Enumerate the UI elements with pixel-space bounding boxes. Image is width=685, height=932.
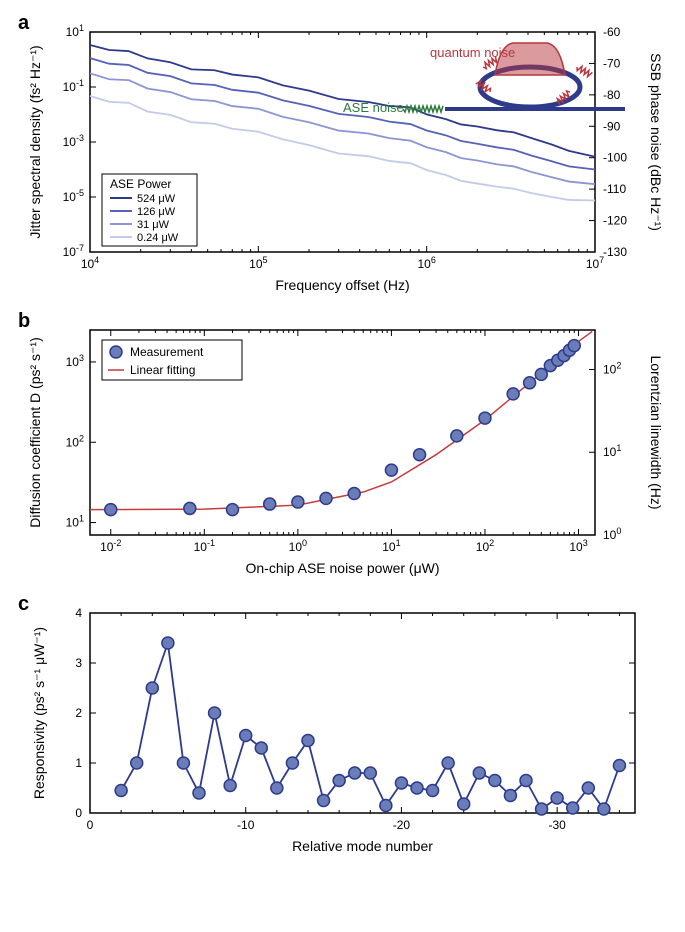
svg-text:-90: -90	[603, 119, 621, 133]
svg-text:102: 102	[476, 538, 494, 554]
svg-text:Linear fitting: Linear fitting	[130, 363, 195, 377]
svg-text:105: 105	[249, 255, 267, 271]
svg-text:-20: -20	[393, 818, 411, 832]
svg-text:-110: -110	[603, 182, 626, 196]
svg-text:10-2: 10-2	[100, 538, 121, 554]
svg-text:101: 101	[66, 23, 84, 39]
svg-text:Diffusion coefficient D (ps² s: Diffusion coefficient D (ps² s⁻¹)	[27, 337, 43, 528]
svg-text:10-5: 10-5	[63, 188, 84, 204]
svg-text:102: 102	[603, 360, 621, 376]
svg-text:-70: -70	[603, 56, 621, 70]
chart-a: 10410510610710-710-510-310-1101-130-120-…	[20, 20, 665, 300]
svg-text:SSB phase noise (dBc Hz⁻¹): SSB phase noise (dBc Hz⁻¹)	[648, 53, 664, 231]
svg-text:103: 103	[569, 538, 587, 554]
panel-c-label: c	[18, 593, 29, 616]
svg-text:524 μW: 524 μW	[137, 193, 176, 205]
panel-a-label: a	[18, 12, 29, 35]
panel-a: a 10410510610710-710-510-310-1101-130-12…	[20, 20, 665, 300]
svg-text:31 μW: 31 μW	[137, 219, 170, 231]
svg-text:-120: -120	[603, 214, 627, 228]
svg-text:quantum noise: quantum noise	[430, 45, 515, 60]
svg-text:ASE Power: ASE Power	[110, 177, 171, 191]
svg-text:10-1: 10-1	[194, 538, 215, 554]
svg-text:-30: -30	[548, 818, 566, 832]
svg-text:On-chip ASE noise power (μW): On-chip ASE noise power (μW)	[245, 560, 439, 576]
svg-text:104: 104	[81, 255, 99, 271]
svg-text:Lorentzian linewidth (Hz): Lorentzian linewidth (Hz)	[648, 355, 664, 509]
svg-text:0: 0	[87, 818, 94, 832]
svg-text:Responsivity (ps² s⁻¹ μW⁻¹): Responsivity (ps² s⁻¹ μW⁻¹)	[31, 627, 47, 799]
svg-text:2: 2	[75, 706, 82, 720]
svg-text:Relative mode number: Relative mode number	[292, 838, 433, 854]
panel-c: c 0-10-20-3001234Relative mode numberRes…	[20, 601, 665, 861]
svg-text:1: 1	[75, 756, 82, 770]
svg-text:126 μW: 126 μW	[137, 206, 176, 218]
svg-text:3: 3	[75, 656, 82, 670]
svg-text:10-1: 10-1	[63, 78, 84, 94]
chart-b: 10-2 10-1 100 101 102 103 101 102 103 100 101 102 On…	[20, 318, 665, 583]
svg-text:101: 101	[382, 538, 400, 554]
svg-text:ASE noise: ASE noise	[343, 100, 404, 115]
svg-text:Jitter spectral density (fs² H: Jitter spectral density (fs² Hz⁻¹)	[27, 45, 43, 238]
svg-text:0.24 μW: 0.24 μW	[137, 232, 179, 244]
svg-text:-80: -80	[603, 88, 621, 102]
svg-text:Measurement: Measurement	[130, 345, 204, 359]
panel-b: b 10-210-1100101102103101102103100101102…	[20, 318, 665, 583]
chart-c: 0 -10 -20 -30 0 1 2 3 4 Relative mode number Respo…	[20, 601, 665, 861]
svg-text:10-3: 10-3	[63, 133, 84, 149]
svg-text:100: 100	[289, 538, 307, 554]
svg-text:-130: -130	[603, 245, 627, 259]
svg-text:-60: -60	[603, 25, 621, 39]
svg-text:100: 100	[603, 526, 621, 542]
svg-text:101: 101	[66, 514, 84, 530]
svg-text:4: 4	[75, 606, 82, 620]
svg-text:-10: -10	[237, 818, 255, 832]
svg-text:106: 106	[417, 255, 435, 271]
svg-text:102: 102	[66, 433, 84, 449]
svg-text:101: 101	[603, 443, 621, 459]
svg-text:-100: -100	[603, 151, 627, 165]
svg-text:103: 103	[66, 353, 84, 369]
panel-b-label: b	[18, 310, 30, 333]
svg-text:107: 107	[586, 255, 604, 271]
svg-text:Frequency offset (Hz): Frequency offset (Hz)	[275, 277, 409, 293]
svg-text:0: 0	[75, 806, 82, 820]
